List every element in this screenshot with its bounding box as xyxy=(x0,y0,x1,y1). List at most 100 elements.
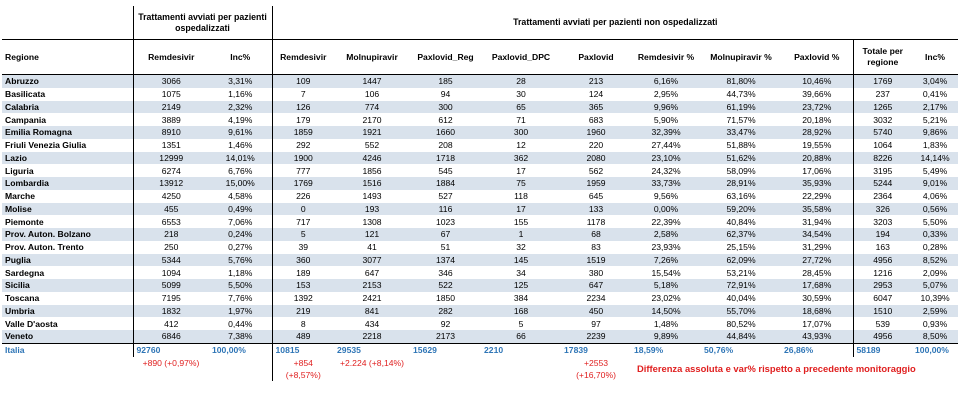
cell-molnupiravir: 41 xyxy=(367,242,377,253)
cell-remdesivir: 360 xyxy=(271,253,335,267)
total-totale-per-regione: 58189 xyxy=(852,342,913,357)
treatments-table: Trattamenti avviati per pazienti ospedal… xyxy=(2,6,959,381)
cell-totale-per-regione: 163 xyxy=(852,240,913,254)
cell-paxlovid: 35,58% xyxy=(781,202,854,216)
table-row-puglia: Puglia 5344 5,76% 360 3077 1374 145 1519 7,26% 62… xyxy=(2,253,959,267)
cell-remdesivir: 9,89% xyxy=(631,330,702,344)
cell-totale-per-regione: 3195 xyxy=(852,164,913,177)
table-row-molise: Molise 455 0,49% 0 193 116 17 133 0,00% 59,20% 35,… xyxy=(2,202,959,216)
region-name: Toscana xyxy=(5,293,40,304)
cell-molnupiravir: 121 xyxy=(334,228,411,241)
cell-remdesivir: 23,10% xyxy=(631,151,702,165)
cell-inc: 7,06% xyxy=(228,216,253,227)
column-header-0: Regione xyxy=(2,39,133,75)
table-row-campania: Campania 3889 4,19% 179 2170 612 71 683 5,90% 71,… xyxy=(2,113,958,126)
cell-inc: 3,31% xyxy=(209,74,273,88)
cell-paxlovid: 380 xyxy=(588,267,604,278)
cell-inc: 0,33% xyxy=(912,228,959,241)
total-inc: 100,00% xyxy=(912,342,959,357)
delta-empty xyxy=(2,357,133,381)
group-header-non-hospitalized: Trattamenti avviati per pazienti non osp… xyxy=(271,6,959,40)
cell-totale-per-regione: 1769 xyxy=(852,74,913,88)
cell-molnupiravir: 33,47% xyxy=(701,126,782,139)
cell-paxlovid: 2234 xyxy=(586,293,606,304)
cell-paxlovid: 28,45% xyxy=(802,267,832,278)
cell-inc: 2,09% xyxy=(922,267,948,278)
cell-remdesivir: 219 xyxy=(271,304,335,318)
cell-inc: 6,76% xyxy=(228,165,253,176)
cell-remdesivir: 32,39% xyxy=(631,126,702,139)
cell-remdesivir: 1351 xyxy=(132,138,209,152)
cell-remdesivir: 1832 xyxy=(132,304,209,318)
cell-paxlovid: 2080 xyxy=(561,151,632,165)
cell-paxlovid-reg: 612 xyxy=(438,114,453,125)
cell-inc: 0,24% xyxy=(209,228,273,241)
cell-inc: 1,97% xyxy=(209,304,273,318)
cell-inc: 0,28% xyxy=(922,242,948,253)
cell-remdesivir: 717 xyxy=(271,215,335,228)
cell-molnupiravir: 58,09% xyxy=(726,165,756,176)
table-row-umbria: Umbria 1832 1,97% 219 841 282 168 450 14,50% 55,7… xyxy=(2,304,959,318)
cell-molnupiravir: 62,37% xyxy=(701,228,782,241)
region-name: Marche xyxy=(5,191,36,202)
region-name: Puglia xyxy=(2,253,133,267)
cell-molnupiravir: 774 xyxy=(334,100,411,114)
cell-paxlovid: 124 xyxy=(588,89,604,100)
delta-nonhosp-paxlovid: +2553 (+16,70%) xyxy=(576,357,616,380)
table-row-prov-auton-bolzano: Prov. Auton. Bolzano 218 0,24% 5 121 67 1 68 2,5… xyxy=(2,228,959,241)
cell-inc: 10,39% xyxy=(920,293,950,304)
cell-remdesivir: 33,73% xyxy=(631,177,702,190)
column-header-2: Inc% xyxy=(209,39,273,75)
cell-molnupiravir: 2421 xyxy=(362,293,382,304)
cell-remdesivir: 7 xyxy=(271,87,335,101)
cell-inc: 2,32% xyxy=(209,100,273,114)
cell-remdesivir: 14,50% xyxy=(631,304,702,318)
cell-paxlovid: 83 xyxy=(591,242,601,253)
cell-paxlovid: 30,59% xyxy=(802,293,832,304)
cell-molnupiravir: 53,21% xyxy=(726,267,756,278)
cell-inc: 0,41% xyxy=(922,89,948,100)
cell-molnupiravir: 552 xyxy=(364,140,380,151)
cell-paxlovid-dpc: 17 xyxy=(516,165,526,176)
cell-paxlovid: 17,68% xyxy=(781,279,854,292)
cell-paxlovid-dpc: 30 xyxy=(516,89,526,100)
cell-remdesivir: 5,18% xyxy=(631,279,702,292)
cell-remdesivir: 6274 xyxy=(132,164,209,177)
cell-remdesivir: 9,96% xyxy=(631,100,702,114)
cell-molnupiravir: 28,91% xyxy=(701,177,782,190)
region-name: Sardegna xyxy=(5,267,45,278)
table-row-lazio: Lazio 12999 14,01% 1900 4246 1718 362 2080 23,10… xyxy=(2,151,959,165)
cell-remdesivir: 2,95% xyxy=(653,89,679,100)
cell-paxlovid-dpc: 384 xyxy=(513,293,529,304)
cell-totale-per-regione: 6047 xyxy=(852,291,913,305)
cell-remdesivir: 218 xyxy=(132,228,209,241)
cell-remdesivir: 5099 xyxy=(132,279,209,292)
region-name: Umbria xyxy=(2,304,133,318)
cell-inc: 8,50% xyxy=(912,330,959,344)
cell-paxlovid: 17,07% xyxy=(802,318,832,329)
cell-paxlovid-reg: 92 xyxy=(440,318,451,329)
cell-paxlovid-reg: 116 xyxy=(410,202,482,216)
cell-molnupiravir: 2218 xyxy=(334,330,411,344)
cell-totale-per-regione: 4956 xyxy=(852,253,913,267)
cell-paxlovid: 450 xyxy=(561,304,632,318)
column-header-5: Paxlovid_Reg xyxy=(410,39,482,75)
cell-paxlovid-dpc: 155 xyxy=(513,216,529,227)
cell-paxlovid: 43,93% xyxy=(781,330,854,344)
cell-inc: 5,49% xyxy=(922,165,948,176)
cell-remdesivir: 250 xyxy=(132,240,209,254)
column-header-10: Paxlovid % xyxy=(781,39,854,75)
cell-paxlovid: 31,29% xyxy=(802,242,832,253)
total-paxlovid-reg: 15629 xyxy=(410,342,482,357)
region-name: Abruzzo xyxy=(2,74,133,88)
cell-paxlovid: 20,88% xyxy=(781,151,854,165)
cell-paxlovid: 365 xyxy=(561,100,632,114)
region-name: Friuli Venezia Giulia xyxy=(5,140,87,151)
cell-paxlovid-dpc: 71 xyxy=(516,114,526,125)
cell-remdesivir: 777 xyxy=(271,164,335,177)
cell-inc: 0,56% xyxy=(912,202,959,216)
cell-paxlovid-reg: 545 xyxy=(438,165,453,176)
column-header-9: Molnupiravir % xyxy=(701,39,782,75)
cell-remdesivir: 23,02% xyxy=(651,293,681,304)
total-molnupiravir: 29535 xyxy=(334,342,411,357)
